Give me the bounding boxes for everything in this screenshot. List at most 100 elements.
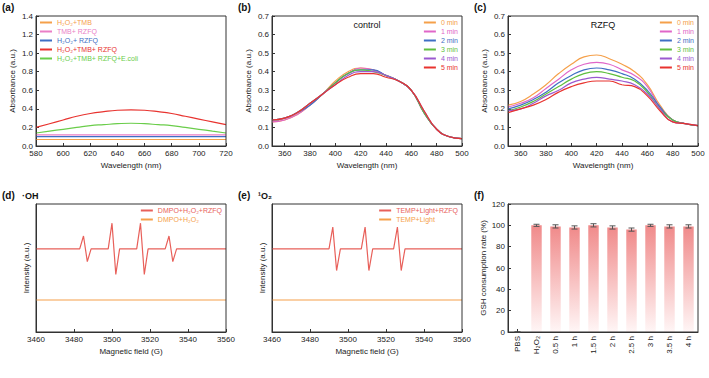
svg-text:Absorbance (a.u.): Absorbance (a.u.) bbox=[244, 49, 253, 113]
svg-text:0.5: 0.5 bbox=[494, 49, 506, 58]
svg-text:580: 580 bbox=[29, 149, 43, 158]
svg-text:480: 480 bbox=[430, 149, 444, 158]
svg-text:80: 80 bbox=[496, 242, 505, 251]
svg-text:(f): (f) bbox=[474, 190, 484, 201]
svg-text:0.8: 0.8 bbox=[22, 67, 34, 76]
svg-text:0.7: 0.7 bbox=[258, 12, 270, 21]
svg-text:5 min: 5 min bbox=[677, 64, 694, 71]
svg-text:420: 420 bbox=[590, 149, 604, 158]
svg-text:2 h: 2 h bbox=[608, 336, 617, 347]
svg-text:0.3: 0.3 bbox=[258, 86, 270, 95]
svg-text:0.1: 0.1 bbox=[494, 123, 506, 132]
svg-text:0.2: 0.2 bbox=[22, 123, 34, 132]
svg-text:380: 380 bbox=[303, 149, 317, 158]
svg-text:660: 660 bbox=[138, 149, 152, 158]
svg-text:0.0: 0.0 bbox=[494, 142, 506, 151]
svg-text:(b): (b) bbox=[238, 2, 251, 13]
svg-text:0: 0 bbox=[501, 328, 506, 337]
svg-text:Magnetic field (G): Magnetic field (G) bbox=[335, 347, 398, 356]
svg-text:Magnetic field (G): Magnetic field (G) bbox=[99, 347, 162, 356]
svg-text:DMPO+H₂O₂: DMPO+H₂O₂ bbox=[158, 216, 199, 223]
svg-text:TMB+ RZFQ: TMB+ RZFQ bbox=[57, 28, 97, 36]
svg-text:Wavelength (nm): Wavelength (nm) bbox=[337, 161, 398, 170]
svg-text:DMPO+H₂O₂+RZFQ: DMPO+H₂O₂+RZFQ bbox=[158, 207, 223, 215]
svg-text:1.0: 1.0 bbox=[22, 49, 34, 58]
svg-text:0.4: 0.4 bbox=[258, 67, 270, 76]
svg-text:3460: 3460 bbox=[27, 335, 45, 344]
svg-text:PBS: PBS bbox=[513, 336, 522, 352]
svg-text:3540: 3540 bbox=[415, 335, 433, 344]
svg-text:1 min: 1 min bbox=[441, 28, 458, 35]
svg-text:0.4: 0.4 bbox=[494, 67, 506, 76]
svg-text:control: control bbox=[353, 20, 380, 30]
svg-text:0.2: 0.2 bbox=[494, 104, 506, 113]
svg-text:100: 100 bbox=[492, 221, 506, 230]
svg-text:TEMP+Light+RZFQ: TEMP+Light+RZFQ bbox=[396, 207, 458, 215]
svg-text:0.4: 0.4 bbox=[22, 104, 34, 113]
svg-text:Wavelength (nm): Wavelength (nm) bbox=[573, 161, 634, 170]
svg-text:4 min: 4 min bbox=[677, 55, 694, 62]
svg-text:(c): (c) bbox=[474, 2, 486, 13]
svg-text:0.1: 0.1 bbox=[258, 123, 270, 132]
svg-text:640: 640 bbox=[111, 149, 125, 158]
svg-text:500: 500 bbox=[455, 149, 469, 158]
svg-text:H₂O₂: H₂O₂ bbox=[532, 336, 541, 354]
svg-text:0.2: 0.2 bbox=[258, 104, 270, 113]
svg-text:3460: 3460 bbox=[263, 335, 281, 344]
svg-text:720: 720 bbox=[219, 149, 233, 158]
svg-text:3 h: 3 h bbox=[646, 336, 655, 347]
svg-text:600: 600 bbox=[56, 149, 70, 158]
svg-text:0.0: 0.0 bbox=[258, 142, 270, 151]
svg-text:2 min: 2 min bbox=[441, 37, 458, 44]
svg-text:0 min: 0 min bbox=[441, 19, 458, 26]
svg-text:2 min: 2 min bbox=[677, 37, 694, 44]
svg-text:3.5 h: 3.5 h bbox=[665, 336, 674, 354]
svg-text:3480: 3480 bbox=[65, 335, 83, 344]
svg-text:360: 360 bbox=[514, 149, 528, 158]
svg-text:H₂O₂+TMB+ RZFQ+E.coli: H₂O₂+TMB+ RZFQ+E.coli bbox=[57, 55, 139, 63]
svg-text:3520: 3520 bbox=[377, 335, 395, 344]
svg-text:Absorbance (a.u.): Absorbance (a.u.) bbox=[480, 49, 489, 113]
svg-text:500: 500 bbox=[691, 149, 705, 158]
svg-text:0.6: 0.6 bbox=[258, 30, 270, 39]
svg-text:20: 20 bbox=[496, 306, 505, 315]
svg-text:460: 460 bbox=[405, 149, 419, 158]
svg-text:0.6: 0.6 bbox=[494, 30, 506, 39]
svg-text:Intensity (a.u.): Intensity (a.u.) bbox=[258, 242, 267, 293]
svg-text:H₂O₂+TMB: H₂O₂+TMB bbox=[57, 19, 92, 26]
svg-text:120: 120 bbox=[492, 200, 506, 209]
svg-text:0.6: 0.6 bbox=[22, 86, 34, 95]
svg-text:3500: 3500 bbox=[103, 335, 121, 344]
svg-text:·OH: ·OH bbox=[22, 191, 39, 201]
svg-text:440: 440 bbox=[615, 149, 629, 158]
svg-text:0.5: 0.5 bbox=[258, 49, 270, 58]
svg-text:680: 680 bbox=[165, 149, 179, 158]
svg-text:(d): (d) bbox=[2, 190, 15, 201]
svg-text:¹O₂: ¹O₂ bbox=[258, 191, 272, 201]
svg-text:(a): (a) bbox=[2, 2, 14, 13]
svg-text:0.5 h: 0.5 h bbox=[551, 336, 560, 354]
svg-text:3480: 3480 bbox=[301, 335, 319, 344]
svg-text:620: 620 bbox=[84, 149, 98, 158]
svg-text:(e): (e) bbox=[238, 190, 250, 201]
svg-text:420: 420 bbox=[354, 149, 368, 158]
svg-text:1.2: 1.2 bbox=[22, 30, 34, 39]
svg-text:4 h: 4 h bbox=[684, 336, 693, 347]
svg-text:Wavelength (nm): Wavelength (nm) bbox=[101, 161, 162, 170]
svg-text:400: 400 bbox=[329, 149, 343, 158]
svg-text:0.3: 0.3 bbox=[494, 86, 506, 95]
svg-text:3560: 3560 bbox=[453, 335, 471, 344]
svg-text:60: 60 bbox=[496, 264, 505, 273]
svg-text:480: 480 bbox=[666, 149, 680, 158]
svg-text:1.5 h: 1.5 h bbox=[589, 336, 598, 354]
svg-text:3560: 3560 bbox=[217, 335, 235, 344]
svg-text:440: 440 bbox=[379, 149, 393, 158]
svg-text:1 min: 1 min bbox=[677, 28, 694, 35]
svg-text:3 min: 3 min bbox=[677, 46, 694, 53]
svg-text:3520: 3520 bbox=[141, 335, 159, 344]
svg-text:360: 360 bbox=[278, 149, 292, 158]
svg-text:H₂O₂+ RZFQ: H₂O₂+ RZFQ bbox=[57, 37, 99, 45]
svg-text:700: 700 bbox=[192, 149, 206, 158]
svg-text:3540: 3540 bbox=[179, 335, 197, 344]
svg-text:5 min: 5 min bbox=[441, 64, 458, 71]
